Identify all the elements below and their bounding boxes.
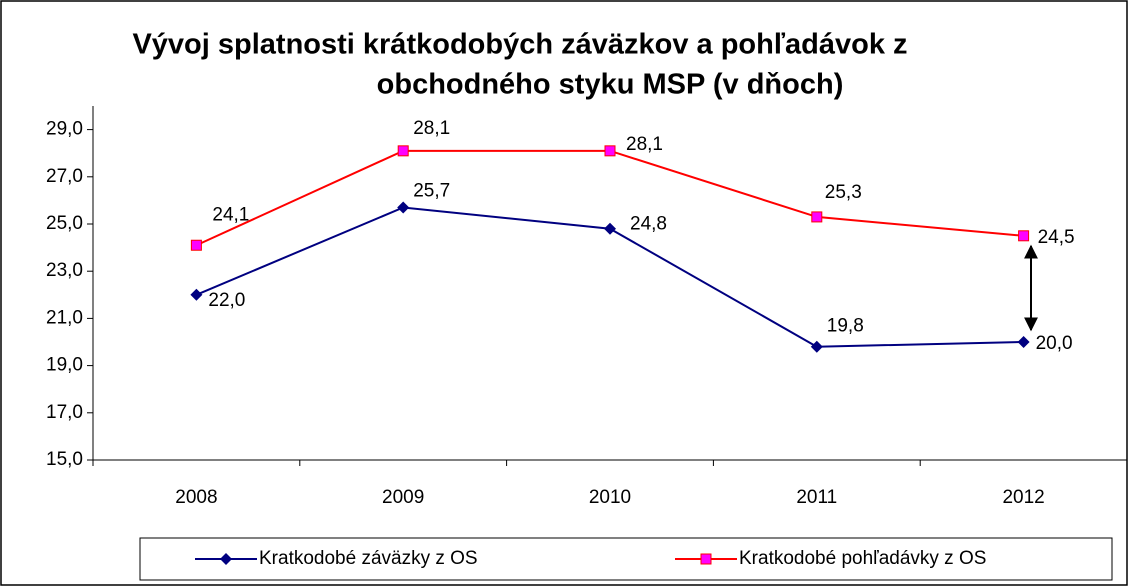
data-point — [604, 222, 616, 235]
x-tick-label: 2010 — [589, 487, 631, 508]
data-point — [604, 145, 616, 157]
data-label: 28,1 — [413, 118, 450, 139]
x-tick-label: 2011 — [796, 487, 837, 508]
legend-label: Kratkodobé pohľadávky z OS — [739, 548, 986, 569]
x-tick-label: 2012 — [1002, 487, 1044, 508]
data-point — [810, 340, 823, 353]
y-tick-label: 25,0 — [46, 213, 83, 234]
legend-marker — [220, 553, 232, 565]
legend-marker — [700, 553, 712, 565]
data-point — [1017, 336, 1030, 348]
y-tick-label: 27,0 — [46, 166, 83, 187]
x-tick-label: 2009 — [382, 487, 424, 508]
data-point — [397, 201, 410, 214]
y-tick-label: 17,0 — [46, 402, 83, 423]
legend-label: Kratkodobé záväzky z OS — [259, 548, 478, 569]
chart-title: obchodného styku MSP (v dňoch) — [377, 69, 844, 101]
y-tick-label: 23,0 — [46, 260, 83, 281]
data-label: 25,7 — [413, 180, 450, 201]
data-label: 20,0 — [1036, 333, 1073, 354]
data-point — [190, 239, 202, 251]
data-label: 24,1 — [212, 204, 249, 225]
data-point — [811, 211, 823, 223]
data-label: 19,8 — [827, 316, 864, 337]
data-label: 28,1 — [626, 134, 663, 155]
x-tick-label: 2008 — [175, 487, 217, 508]
data-label: 24,5 — [1038, 227, 1075, 248]
y-tick-label: 29,0 — [46, 119, 83, 140]
data-label: 22,0 — [208, 290, 245, 311]
y-tick-label: 19,0 — [46, 355, 83, 376]
data-label: 25,3 — [825, 182, 862, 203]
data-point — [397, 145, 409, 157]
data-point — [190, 288, 203, 301]
data-label: 24,8 — [630, 214, 667, 235]
data-point — [1018, 230, 1030, 242]
y-tick-label: 21,0 — [46, 307, 83, 328]
y-tick-label: 15,0 — [46, 449, 83, 470]
legend-box — [139, 537, 1113, 581]
chart-title: Vývoj splatnosti krátkodobých záväzkov a… — [132, 29, 907, 61]
